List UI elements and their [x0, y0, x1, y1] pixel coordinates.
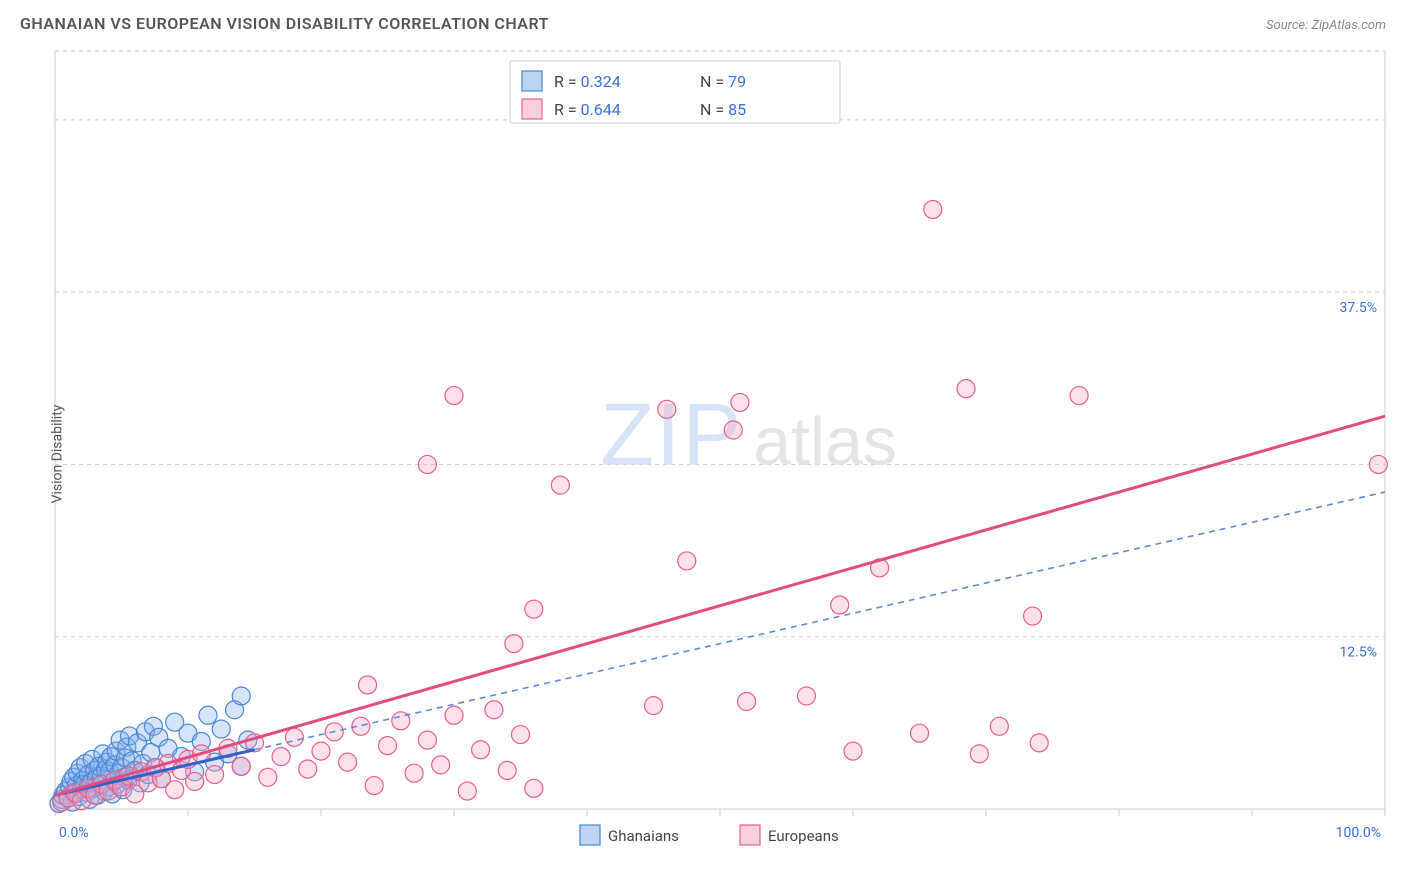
data-point: [445, 387, 463, 405]
data-point: [232, 757, 250, 775]
data-point: [844, 742, 862, 760]
data-point: [970, 745, 988, 763]
chart-source: Source: ZipAtlas.com: [1266, 18, 1386, 33]
trend-line-ext-ghanaians: [255, 492, 1386, 750]
data-point: [206, 766, 224, 784]
data-point: [312, 742, 330, 760]
data-point: [359, 676, 377, 694]
source-prefix: Source:: [1266, 18, 1311, 33]
data-point: [418, 455, 436, 473]
stats-swatch: [522, 71, 542, 91]
data-point: [678, 552, 696, 570]
data-point: [658, 400, 676, 418]
data-point: [498, 761, 516, 779]
data-point: [738, 693, 756, 711]
data-point: [957, 380, 975, 398]
data-point: [285, 728, 303, 746]
data-point: [731, 393, 749, 411]
data-point: [645, 697, 663, 715]
legend-label: Europeans: [768, 827, 839, 845]
chart-title: GHANAIAN VS EUROPEAN VISION DISABILITY C…: [20, 14, 549, 33]
data-point: [365, 777, 383, 795]
chart-header: GHANAIAN VS EUROPEAN VISION DISABILITY C…: [0, 0, 1406, 39]
data-point: [212, 720, 230, 738]
stats-row: R = 0.644: [554, 100, 621, 119]
y-tick-label: 37.5%: [1339, 300, 1377, 316]
data-point: [505, 635, 523, 653]
data-point: [1070, 387, 1088, 405]
data-point: [911, 724, 929, 742]
data-point: [512, 726, 530, 744]
stats-row-n: N = 85: [700, 100, 746, 119]
y-axis-title: Vision Disability: [49, 405, 65, 504]
data-point: [990, 717, 1008, 735]
source-name: ZipAtlas.com: [1311, 18, 1386, 33]
watermark-zip: ZIP: [600, 384, 743, 483]
data-point: [186, 772, 204, 790]
data-point: [551, 476, 569, 494]
data-point: [1369, 455, 1387, 473]
data-point: [797, 687, 815, 705]
data-point: [199, 706, 217, 724]
data-point: [405, 764, 423, 782]
data-point: [379, 737, 397, 755]
data-point: [724, 421, 742, 439]
data-point: [445, 706, 463, 724]
data-point: [166, 781, 184, 799]
scatter-chart-svg: ZIPatlas 12.5% 37.5% R = 0.324 N = 79 R = 0.6…: [0, 39, 1406, 869]
data-point: [339, 753, 357, 771]
data-point: [1024, 607, 1042, 625]
data-point: [525, 779, 543, 797]
data-point: [485, 701, 503, 719]
x-tick-label-max: 100.0%: [1336, 825, 1381, 841]
legend-label: Ghanaians: [608, 827, 679, 845]
y-tick-label: 12.5%: [1339, 645, 1377, 661]
stats-row-n: N = 79: [700, 72, 746, 91]
legend-swatch: [740, 825, 760, 845]
data-point: [259, 768, 277, 786]
data-point: [232, 687, 250, 705]
stats-row: R = 0.324: [554, 72, 621, 91]
data-point: [432, 756, 450, 774]
chart-area: Vision Disability ZIPatlas 12.5% 37.5% R = …: [0, 39, 1406, 869]
data-point: [924, 200, 942, 218]
data-point: [472, 741, 490, 759]
data-point: [272, 748, 290, 766]
legend-swatch: [580, 825, 600, 845]
data-point: [418, 731, 436, 749]
stats-swatch: [522, 99, 542, 119]
data-point: [831, 596, 849, 614]
data-point: [1030, 734, 1048, 752]
data-point: [299, 760, 317, 778]
data-point: [525, 600, 543, 618]
bottom-legend: Ghanaians Europeans: [580, 825, 839, 845]
watermark-atlas: atlas: [753, 403, 897, 479]
data-point: [458, 782, 476, 800]
x-tick-label-min: 0.0%: [59, 825, 89, 841]
